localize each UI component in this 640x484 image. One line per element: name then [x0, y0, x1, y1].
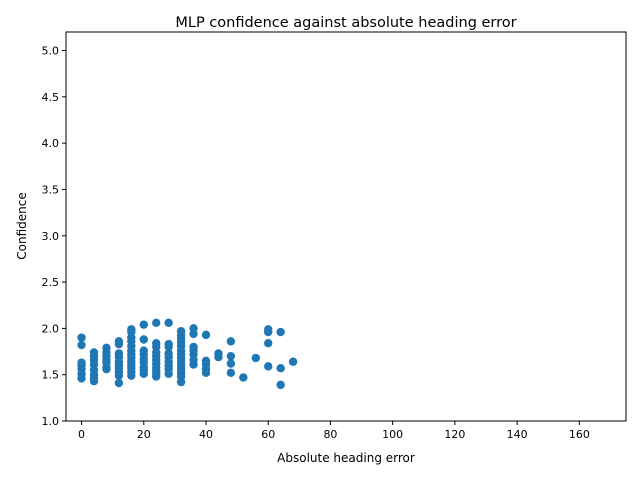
scatter-point — [264, 339, 273, 348]
scatter-point — [214, 352, 223, 362]
scatter-point — [127, 371, 136, 380]
scatter-point — [189, 329, 198, 339]
scatter-point — [77, 374, 86, 383]
scatter-point — [276, 327, 285, 337]
scatter-points — [77, 318, 298, 390]
scatter-point — [276, 380, 285, 390]
x-tick-label: 140 — [507, 428, 528, 441]
scatter-point — [77, 340, 86, 350]
scatter-point — [226, 368, 236, 378]
scatter-point — [139, 369, 148, 378]
scatter-point — [239, 373, 248, 382]
scatter-point — [226, 359, 236, 368]
scatter-point — [226, 337, 236, 346]
x-tick-label: 60 — [261, 428, 275, 441]
y-tick-label: 1.5 — [42, 369, 60, 382]
y-tick-label: 4.0 — [42, 137, 60, 150]
scatter-point — [226, 351, 236, 361]
scatter-point — [251, 353, 260, 363]
scatter-point — [164, 342, 173, 352]
scatter-point — [264, 327, 273, 337]
scatter-point — [89, 376, 99, 386]
scatter-point — [276, 364, 285, 373]
scatter-point — [288, 357, 298, 366]
scatter-point — [152, 372, 161, 381]
y-tick-label: 5.0 — [42, 45, 60, 58]
x-axis-label: Absolute heading error — [277, 451, 415, 465]
x-tick-label: 40 — [199, 428, 213, 441]
plot-area-frame — [65, 31, 627, 422]
scatter-point — [114, 371, 124, 380]
x-axis-ticks: 0 20 40 60 80 100 120 140 160 — [78, 421, 590, 441]
scatter-point — [176, 377, 186, 387]
y-tick-label: 3.0 — [42, 230, 60, 243]
scatter-point — [189, 360, 198, 369]
scatter-point — [102, 364, 111, 374]
y-tick-label: 1.0 — [42, 415, 60, 428]
chart-title: MLP confidence against absolute heading … — [175, 15, 516, 31]
scatter-point — [164, 318, 173, 328]
x-tick-label: 0 — [78, 428, 85, 441]
x-tick-label: 120 — [444, 428, 465, 441]
x-tick-label: 80 — [323, 428, 337, 441]
scatter-point — [201, 368, 211, 378]
y-tick-label: 4.5 — [42, 91, 60, 104]
scatter-point — [164, 369, 173, 378]
scatter-point — [77, 333, 86, 342]
scatter-point — [201, 330, 211, 340]
x-tick-label: 20 — [137, 428, 151, 441]
x-tick-label: 160 — [569, 428, 590, 441]
scatter-point — [139, 335, 148, 344]
y-tick-label: 3.5 — [42, 183, 60, 196]
x-tick-label: 100 — [382, 428, 403, 441]
y-tick-label: 2.0 — [42, 322, 60, 335]
scatter-point — [264, 362, 273, 371]
scatter-point — [152, 318, 161, 328]
scatter-point — [139, 320, 148, 329]
y-axis-label: Confidence — [15, 192, 29, 259]
scatter-point — [114, 378, 124, 388]
scatter-point — [114, 339, 124, 349]
y-tick-label: 2.5 — [42, 276, 60, 289]
y-axis-ticks: 1.0 1.5 2.0 2.5 3.0 3.5 4.0 4.5 5.0 — [42, 45, 66, 428]
